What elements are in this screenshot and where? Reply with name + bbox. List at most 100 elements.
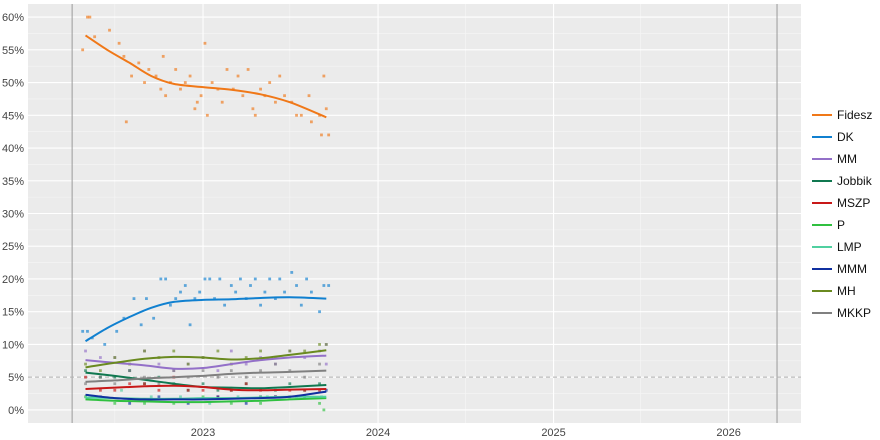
poll-point: [259, 349, 262, 353]
legend-item: MKKP: [812, 302, 876, 324]
poll-point: [99, 369, 102, 373]
poll-point: [174, 68, 178, 71]
legend-label: Fidesz: [837, 108, 873, 122]
y-tick-label: 35%: [2, 176, 24, 188]
poll-point: [132, 297, 136, 301]
poll-point: [268, 277, 272, 281]
poll-point: [320, 133, 323, 137]
poll-point: [113, 356, 117, 359]
poll-point: [278, 74, 282, 78]
poll-point: [216, 375, 220, 379]
legend-item: P: [812, 214, 876, 236]
legend-item: LMP: [812, 236, 876, 258]
poll-point: [324, 388, 328, 392]
poll-point: [124, 120, 128, 124]
poll-point: [145, 297, 148, 301]
poll-point: [283, 94, 286, 98]
poll-point: [201, 395, 205, 399]
poll-point: [186, 388, 190, 392]
poll-point: [113, 375, 117, 379]
poll-point: [310, 120, 313, 124]
poll-point: [288, 382, 292, 386]
poll-point: [99, 388, 102, 392]
legend-label: MKKP: [837, 306, 872, 320]
legend-swatch: [812, 312, 832, 314]
poll-point: [128, 401, 132, 405]
poll-point: [193, 107, 197, 111]
poll-point: [229, 401, 233, 405]
poll-point: [143, 349, 146, 353]
poll-point: [115, 329, 119, 333]
poll-point: [139, 323, 143, 327]
poll-point: [274, 100, 277, 104]
poll-point: [318, 382, 321, 386]
poll-point: [154, 74, 158, 78]
poll-point: [251, 107, 255, 111]
poll-point: [186, 401, 190, 405]
poll-point: [188, 74, 192, 78]
poll-point: [244, 382, 248, 386]
poll-point: [278, 277, 282, 281]
y-tick-label: 10%: [2, 339, 24, 351]
legend: Fidesz DK MM Jobbik MSZP P LMP MMM MH MKKP: [812, 104, 876, 324]
poll-point: [117, 41, 121, 45]
x-tick-label: 2024: [366, 427, 390, 439]
poll-point: [229, 369, 233, 373]
legend-label: LMP: [837, 240, 862, 254]
poll-point: [164, 94, 168, 98]
poll-point: [183, 284, 187, 287]
poll-point: [179, 87, 182, 91]
poll-point: [122, 316, 126, 320]
poll-point: [236, 395, 240, 399]
x-tick-labels: 2023 2024 2025 2026: [191, 427, 741, 439]
legend-swatch: [812, 224, 832, 226]
poll-point: [244, 362, 248, 366]
poll-point: [239, 277, 242, 281]
poll-point: [244, 356, 248, 359]
poll-point: [295, 284, 298, 287]
poll-point: [318, 362, 321, 366]
poll-point: [210, 81, 214, 84]
poll-point: [322, 74, 326, 78]
poll-point: [86, 329, 89, 333]
legend-label: P: [837, 218, 846, 232]
poll-point: [157, 382, 161, 386]
poll-point: [234, 290, 238, 294]
legend-swatch: [812, 290, 832, 292]
poll-point: [86, 15, 89, 19]
poll-point: [99, 356, 102, 359]
legend-item: MSZP: [812, 192, 876, 214]
y-tick-label: 30%: [2, 209, 24, 221]
trend-line-mh: [85, 349, 327, 369]
poll-point: [147, 68, 151, 71]
trend-line-fidesz: [84, 34, 327, 119]
trend-line-mkkp: [85, 369, 327, 383]
poll-point: [259, 303, 262, 307]
poll-point: [84, 369, 87, 373]
poll-point: [108, 28, 111, 32]
poll-point: [199, 94, 203, 98]
poll-point: [93, 35, 97, 39]
poll-point: [159, 87, 163, 91]
poll-point: [324, 362, 328, 366]
poll-point: [169, 303, 172, 307]
poll-point: [201, 369, 205, 373]
poll-point: [288, 349, 292, 353]
x-tick-label: 2023: [191, 427, 215, 439]
poll-point: [84, 382, 87, 386]
legend-item: MM: [812, 148, 876, 170]
poll-point: [113, 388, 117, 392]
poll-point: [143, 382, 146, 386]
y-tick-label: 20%: [2, 274, 24, 286]
poll-point: [157, 362, 161, 366]
y-tick-labels: 0% 5% 10% 15% 20% 25% 30% 35% 40% 45% 50% 55% 60%: [2, 12, 24, 417]
poll-point: [318, 310, 321, 314]
y-tick-label: 60%: [2, 12, 24, 24]
poll-point: [203, 277, 207, 281]
poll-point: [223, 303, 227, 307]
legend-label: MSZP: [837, 196, 871, 210]
poll-point: [299, 113, 303, 117]
poll-point: [99, 375, 102, 379]
poll-point: [307, 94, 311, 98]
